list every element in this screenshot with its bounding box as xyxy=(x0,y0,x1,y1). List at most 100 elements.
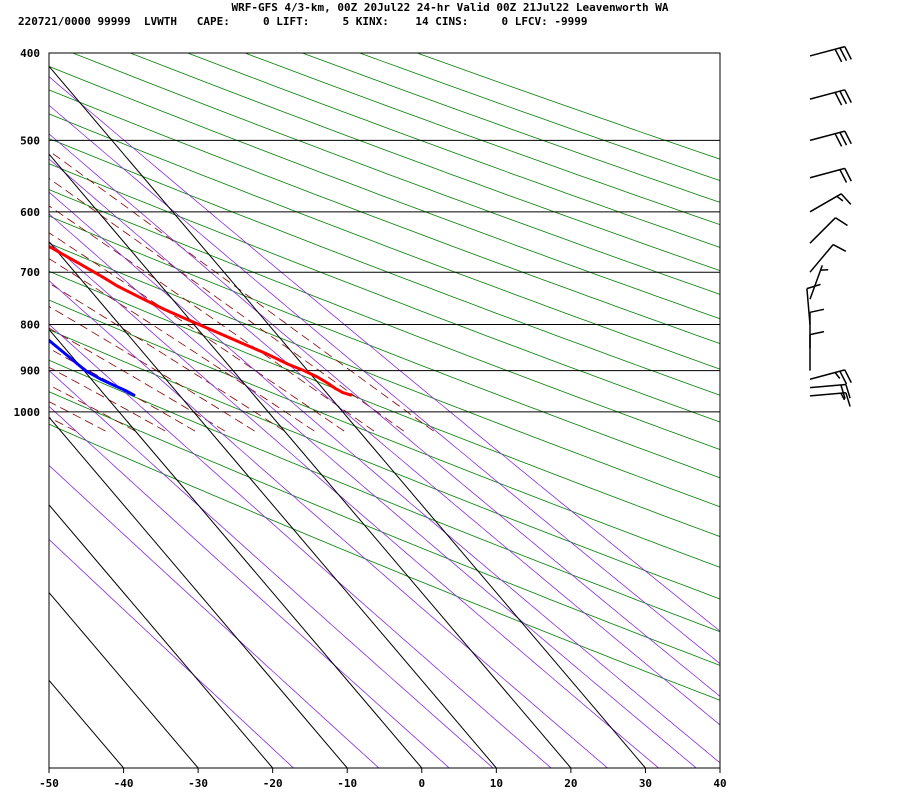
barb-shaft xyxy=(809,217,837,244)
dry-adiabat xyxy=(49,423,720,701)
barb-feather xyxy=(845,392,851,407)
pressure-label: 400 xyxy=(20,47,40,60)
wind-barb xyxy=(809,308,825,349)
temperature-label: 10 xyxy=(490,777,503,790)
mixing-ratio-line xyxy=(49,213,697,768)
temperature-label: 20 xyxy=(564,777,577,790)
moist-adiabat xyxy=(49,232,345,432)
dry-adiabat xyxy=(49,138,720,396)
dry-adiabat xyxy=(49,113,720,370)
dry-adiabat xyxy=(49,391,720,666)
barb-feather xyxy=(839,132,848,146)
barb-shaft xyxy=(809,193,842,213)
pressure-tick-labels: 400 500 600 700 800 900 1000 xyxy=(14,47,41,419)
mixing-ratio-line xyxy=(49,76,720,632)
wind-barbs xyxy=(806,45,852,407)
dry-adiabat xyxy=(49,189,720,450)
barb-shaft xyxy=(809,369,845,380)
dry-adiabat xyxy=(186,53,720,248)
isotherm-line xyxy=(48,679,124,769)
barb-shaft xyxy=(809,130,845,142)
dry-adiabat xyxy=(358,53,720,182)
wind-barb xyxy=(809,89,852,106)
barb-feather xyxy=(840,384,846,399)
isobars xyxy=(49,52,720,413)
barb-feather xyxy=(834,133,843,147)
mixing-ratio-line xyxy=(49,191,720,764)
barb-feather xyxy=(839,47,848,61)
barb-feather xyxy=(844,369,852,384)
dry-adiabat xyxy=(49,242,720,508)
wind-barb xyxy=(809,193,852,213)
barb-feather xyxy=(834,372,841,379)
barb-feather xyxy=(835,217,848,227)
temperature-tick-labels: -50 -40 -30 -20 -10 0 10 20 30 40 xyxy=(39,777,727,790)
temperature-label: -40 xyxy=(114,777,134,790)
temperature-label: -10 xyxy=(337,777,357,790)
mixing-ratio-line xyxy=(49,538,295,768)
barb-feather xyxy=(839,169,848,183)
barb-shaft xyxy=(809,167,845,179)
sounding-profiles xyxy=(49,244,353,397)
temperature-label: -20 xyxy=(263,777,283,790)
barb-feather xyxy=(839,370,848,385)
barb-feather xyxy=(834,48,843,63)
wind-barb xyxy=(809,243,847,273)
mixing-ratio-line xyxy=(49,323,552,768)
dry-adiabat xyxy=(49,89,720,345)
wind-barb xyxy=(809,369,852,385)
dewpoint-profile xyxy=(49,338,136,397)
barb-feather xyxy=(844,168,852,182)
isotherm-line xyxy=(48,592,199,769)
dry-adiabat xyxy=(129,53,720,272)
wind-barb xyxy=(809,45,852,63)
temperature-label: 40 xyxy=(713,777,726,790)
barb-shaft xyxy=(809,89,845,100)
pressure-label: 600 xyxy=(20,206,40,219)
barb-shaft xyxy=(809,244,834,273)
barb-feather xyxy=(840,392,846,401)
wind-barb xyxy=(809,217,848,244)
dry-adiabat xyxy=(49,299,720,568)
plot-frame xyxy=(48,52,721,769)
wind-barb xyxy=(809,130,852,147)
thermo-grid xyxy=(0,48,720,768)
barb-feather xyxy=(845,384,851,399)
dry-adiabat xyxy=(49,359,720,633)
barb-feather xyxy=(832,243,847,252)
isotherm-line xyxy=(48,504,274,769)
dry-adiabat xyxy=(49,329,720,600)
dry-adiabat xyxy=(49,66,720,320)
moist-adiabat xyxy=(49,205,375,432)
mixing-ratio-line xyxy=(49,370,494,768)
temperature-label: 30 xyxy=(639,777,652,790)
barb-feather xyxy=(844,46,852,60)
pressure-label: 1000 xyxy=(14,406,41,419)
chart-title: WRF-GFS 4/3-km, 00Z 20Jul22 24-hr Valid … xyxy=(231,1,669,14)
barb-feather xyxy=(809,330,825,336)
wind-barb xyxy=(809,392,851,407)
dry-adiabat xyxy=(243,53,720,226)
barb-feather xyxy=(840,193,852,205)
barb-shaft xyxy=(809,265,824,300)
temperature-label: 0 xyxy=(418,777,425,790)
isotherm-line xyxy=(48,329,423,769)
pressure-label: 700 xyxy=(20,266,40,279)
isotherm-line xyxy=(48,65,646,769)
moist-adiabat xyxy=(0,48,16,431)
dry-adiabat xyxy=(49,270,720,538)
barb-shaft xyxy=(809,392,846,397)
temperature-label: -30 xyxy=(188,777,208,790)
moist-adiabat xyxy=(49,366,166,432)
mixing-ratio-line xyxy=(49,133,720,697)
mixing-ratio-line xyxy=(49,405,450,768)
pressure-label: 900 xyxy=(20,365,40,378)
moist-adiabat xyxy=(49,150,434,432)
station-indices-line: 220721/0000 99999 LVWTH CAPE: 0 LIFT: 5 … xyxy=(18,15,588,28)
dry-adiabat xyxy=(301,53,720,203)
dry-adiabat xyxy=(415,53,720,160)
wind-barb xyxy=(809,383,851,399)
dry-adiabat xyxy=(49,163,720,423)
barb-feather xyxy=(844,89,852,103)
mixing-ratio-line xyxy=(49,464,380,768)
